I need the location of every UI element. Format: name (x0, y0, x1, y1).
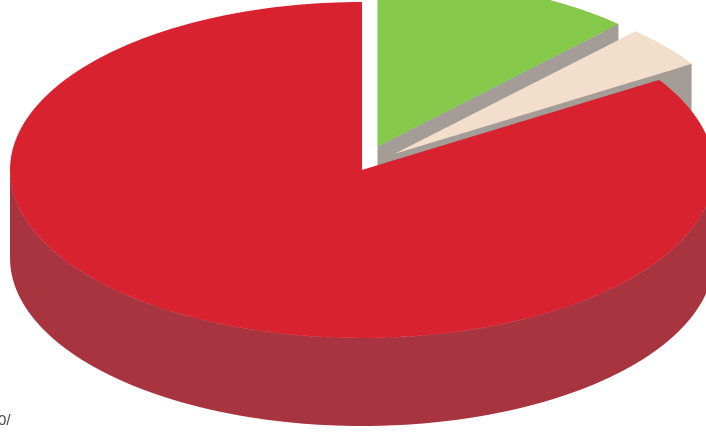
pie-slice (377, 0, 619, 147)
annotation: 0/ (0, 412, 11, 429)
slice-side (10, 170, 706, 426)
pie-slice (394, 31, 692, 154)
pie (10, 0, 706, 426)
pie-slice (10, 2, 706, 338)
